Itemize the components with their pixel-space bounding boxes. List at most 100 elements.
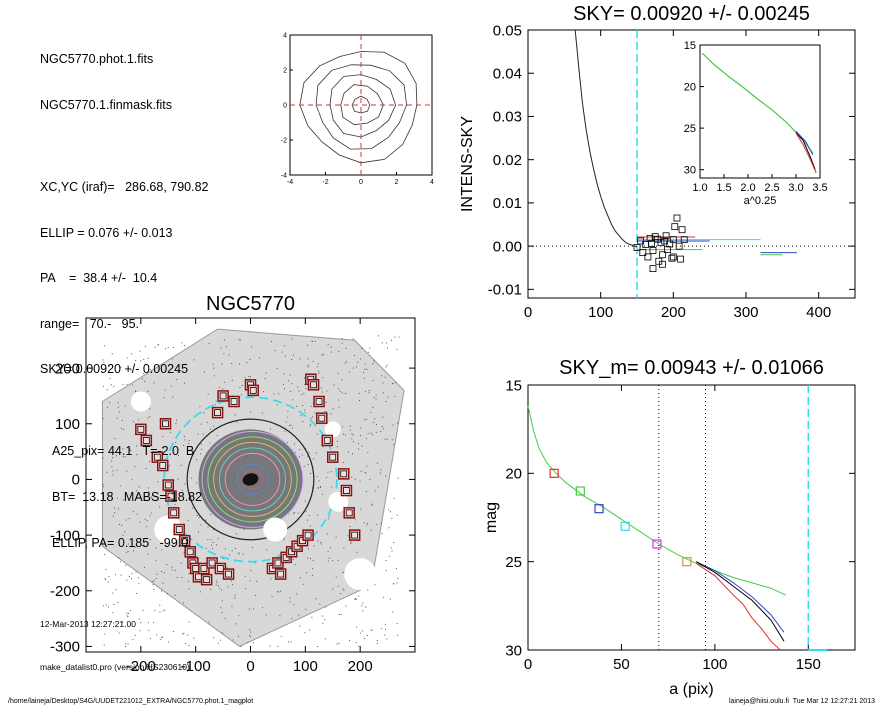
noise-dot: [131, 479, 133, 481]
noise-dot: [127, 643, 129, 645]
noise-dot: [344, 362, 346, 364]
mask-blob: [328, 491, 349, 512]
noise-dot: [398, 336, 400, 338]
noise-dot: [158, 344, 160, 346]
info-line: ELLIP, PA= 0.185 -99.0: [52, 535, 189, 550]
noise-dot: [106, 389, 108, 391]
noise-dot: [113, 385, 115, 387]
noise-dot: [223, 353, 225, 355]
noise-dot: [358, 399, 360, 401]
sky-box: [669, 236, 677, 244]
chart-title: SKY= 0.00920 +/- 0.00245: [573, 3, 810, 25]
info-line: SKY= 0.00920 +/- 0.00245: [40, 362, 189, 377]
noise-dot: [364, 368, 366, 370]
noise-dot: [249, 358, 251, 360]
noise-dot: [145, 363, 147, 365]
noise-dot: [225, 346, 227, 348]
noise-dot: [309, 473, 311, 475]
noise-dot: [384, 634, 386, 636]
mask-box: [211, 406, 224, 419]
noise-dot: [145, 468, 147, 470]
noise-dot: [307, 344, 309, 346]
noise-dot: [183, 345, 185, 347]
noise-dot: [366, 524, 368, 526]
noise-dot: [121, 524, 123, 526]
noise-dot: [366, 368, 368, 370]
noise-dot: [342, 433, 344, 435]
noise-dot: [320, 543, 322, 545]
noise-dot: [120, 574, 122, 576]
noise-dot: [239, 339, 241, 341]
noise-dot: [128, 575, 130, 577]
noise-dot: [118, 632, 120, 634]
noise-dot: [170, 385, 172, 387]
mask-box: [184, 546, 196, 558]
noise-dot: [345, 605, 347, 607]
noise-dot: [341, 342, 343, 344]
inset-x-tick-label: 2.0: [740, 182, 755, 194]
noise-dot: [111, 466, 113, 468]
mask-box-inner: [186, 548, 194, 556]
mask-box: [222, 568, 235, 580]
noise-dot: [238, 615, 240, 617]
noise-dot: [382, 392, 384, 394]
noise-dot: [366, 465, 368, 467]
noise-dot: [358, 595, 360, 597]
noise-dot: [329, 547, 331, 549]
mask-box: [200, 573, 213, 586]
noise-dot: [385, 560, 387, 562]
noise-dot: [126, 357, 128, 359]
sky-box: [677, 255, 684, 263]
noise-dot: [372, 380, 374, 382]
y-tick-label: -200: [50, 583, 80, 600]
mask-box: [165, 490, 177, 502]
noise-dot: [130, 369, 132, 371]
noise-dot: [394, 336, 396, 338]
noise-dot: [183, 632, 185, 634]
noise-dot: [232, 639, 234, 641]
mask-box-inner: [310, 381, 317, 389]
noise-dot: [294, 452, 296, 454]
noise-dot: [336, 440, 338, 442]
noise-dot: [349, 429, 351, 431]
noise-dot: [224, 548, 226, 550]
noise-dot: [134, 390, 136, 392]
noise-dot: [270, 578, 272, 580]
noise-dot: [249, 411, 251, 413]
noise-dot: [389, 598, 391, 600]
noise-dot: [112, 470, 114, 472]
noise-dot: [335, 576, 337, 578]
noise-dot: [118, 557, 120, 559]
noise-dot: [220, 639, 222, 641]
noise-dot: [117, 406, 119, 408]
noise-dot: [265, 372, 267, 374]
noise-dot: [149, 416, 151, 418]
noise-dot: [369, 347, 371, 349]
noise-dot: [151, 580, 153, 582]
noise-dot: [138, 583, 140, 585]
noise-dot: [314, 412, 316, 414]
noise-dot: [136, 454, 138, 456]
noise-dot: [118, 411, 120, 413]
noise-dot: [278, 591, 280, 593]
noise-dot: [148, 491, 150, 493]
mag-profile-line: [695, 561, 785, 642]
noise-dot: [249, 634, 251, 636]
noise-dot: [114, 438, 116, 440]
noise-dot: [209, 442, 211, 444]
noise-dot: [147, 417, 149, 419]
noise-dot: [301, 394, 303, 396]
noise-dot: [357, 448, 359, 450]
noise-dot: [115, 589, 117, 591]
noise-dot: [162, 636, 164, 638]
sky-box: [644, 253, 652, 261]
mask-box-inner: [162, 420, 169, 428]
noise-dot: [361, 445, 363, 447]
noise-dot: [301, 405, 303, 407]
noise-dot: [107, 606, 109, 608]
noise-dot: [332, 560, 334, 562]
noise-dot: [103, 644, 105, 646]
noise-dot: [218, 585, 220, 587]
noise-dot: [122, 621, 124, 623]
noise-dot: [250, 346, 252, 348]
